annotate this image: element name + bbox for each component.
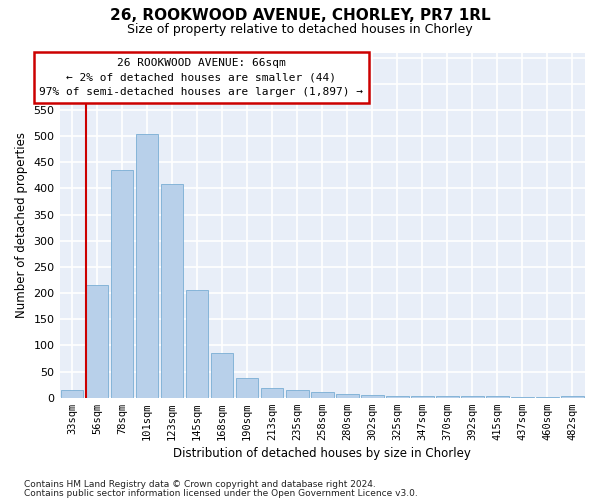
Bar bbox=[461, 396, 484, 398]
Bar bbox=[536, 397, 559, 398]
Bar bbox=[161, 184, 184, 398]
Bar bbox=[486, 396, 509, 398]
Bar bbox=[436, 396, 458, 398]
Bar bbox=[286, 390, 308, 398]
Bar bbox=[186, 290, 208, 398]
Y-axis label: Number of detached properties: Number of detached properties bbox=[15, 132, 28, 318]
Bar bbox=[561, 396, 584, 398]
Bar bbox=[311, 392, 334, 398]
Bar bbox=[261, 388, 283, 398]
Bar bbox=[511, 397, 534, 398]
Bar bbox=[61, 390, 83, 398]
Bar bbox=[236, 378, 259, 398]
Bar bbox=[136, 134, 158, 398]
Bar bbox=[386, 396, 409, 398]
Bar bbox=[336, 394, 359, 398]
Bar bbox=[411, 396, 434, 398]
Bar bbox=[86, 285, 109, 398]
Text: 26, ROOKWOOD AVENUE, CHORLEY, PR7 1RL: 26, ROOKWOOD AVENUE, CHORLEY, PR7 1RL bbox=[110, 8, 490, 22]
Text: Size of property relative to detached houses in Chorley: Size of property relative to detached ho… bbox=[127, 22, 473, 36]
Bar bbox=[211, 353, 233, 398]
Text: Contains public sector information licensed under the Open Government Licence v3: Contains public sector information licen… bbox=[24, 489, 418, 498]
Bar bbox=[111, 170, 133, 398]
Text: 26 ROOKWOOD AVENUE: 66sqm
← 2% of detached houses are smaller (44)
97% of semi-d: 26 ROOKWOOD AVENUE: 66sqm ← 2% of detach… bbox=[40, 58, 364, 98]
X-axis label: Distribution of detached houses by size in Chorley: Distribution of detached houses by size … bbox=[173, 447, 471, 460]
Text: Contains HM Land Registry data © Crown copyright and database right 2024.: Contains HM Land Registry data © Crown c… bbox=[24, 480, 376, 489]
Bar bbox=[361, 395, 383, 398]
